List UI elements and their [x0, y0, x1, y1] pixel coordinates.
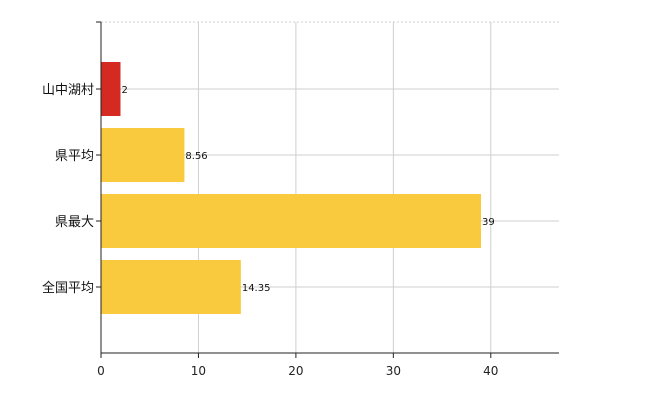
bars — [101, 62, 482, 314]
x-tick-label: 0 — [97, 364, 105, 378]
category-label: 全国平均 — [42, 280, 94, 296]
category-label: 県平均 — [55, 149, 94, 164]
labels: 2 山中湖村 8.56 県平均 39 県最大 14.35 全国平均 0 10 20 30 40 — [42, 21, 498, 378]
bar — [101, 62, 121, 116]
data-label: 8.56 — [185, 151, 207, 162]
x-tick-label: 30 — [386, 364, 401, 378]
data-label: 2 — [121, 85, 127, 96]
bar — [101, 128, 185, 182]
bar — [101, 260, 241, 314]
x-tick-label: 40 — [483, 364, 498, 378]
data-label: 39 — [482, 217, 495, 228]
axes — [100, 22, 559, 354]
x-tick-label: 10 — [191, 364, 206, 378]
bar — [101, 194, 482, 248]
category-label: 県最大 — [55, 215, 94, 230]
category-label: 山中湖村 — [42, 83, 94, 98]
x-tick-label: 20 — [288, 364, 303, 378]
data-label: 14.35 — [242, 283, 271, 294]
